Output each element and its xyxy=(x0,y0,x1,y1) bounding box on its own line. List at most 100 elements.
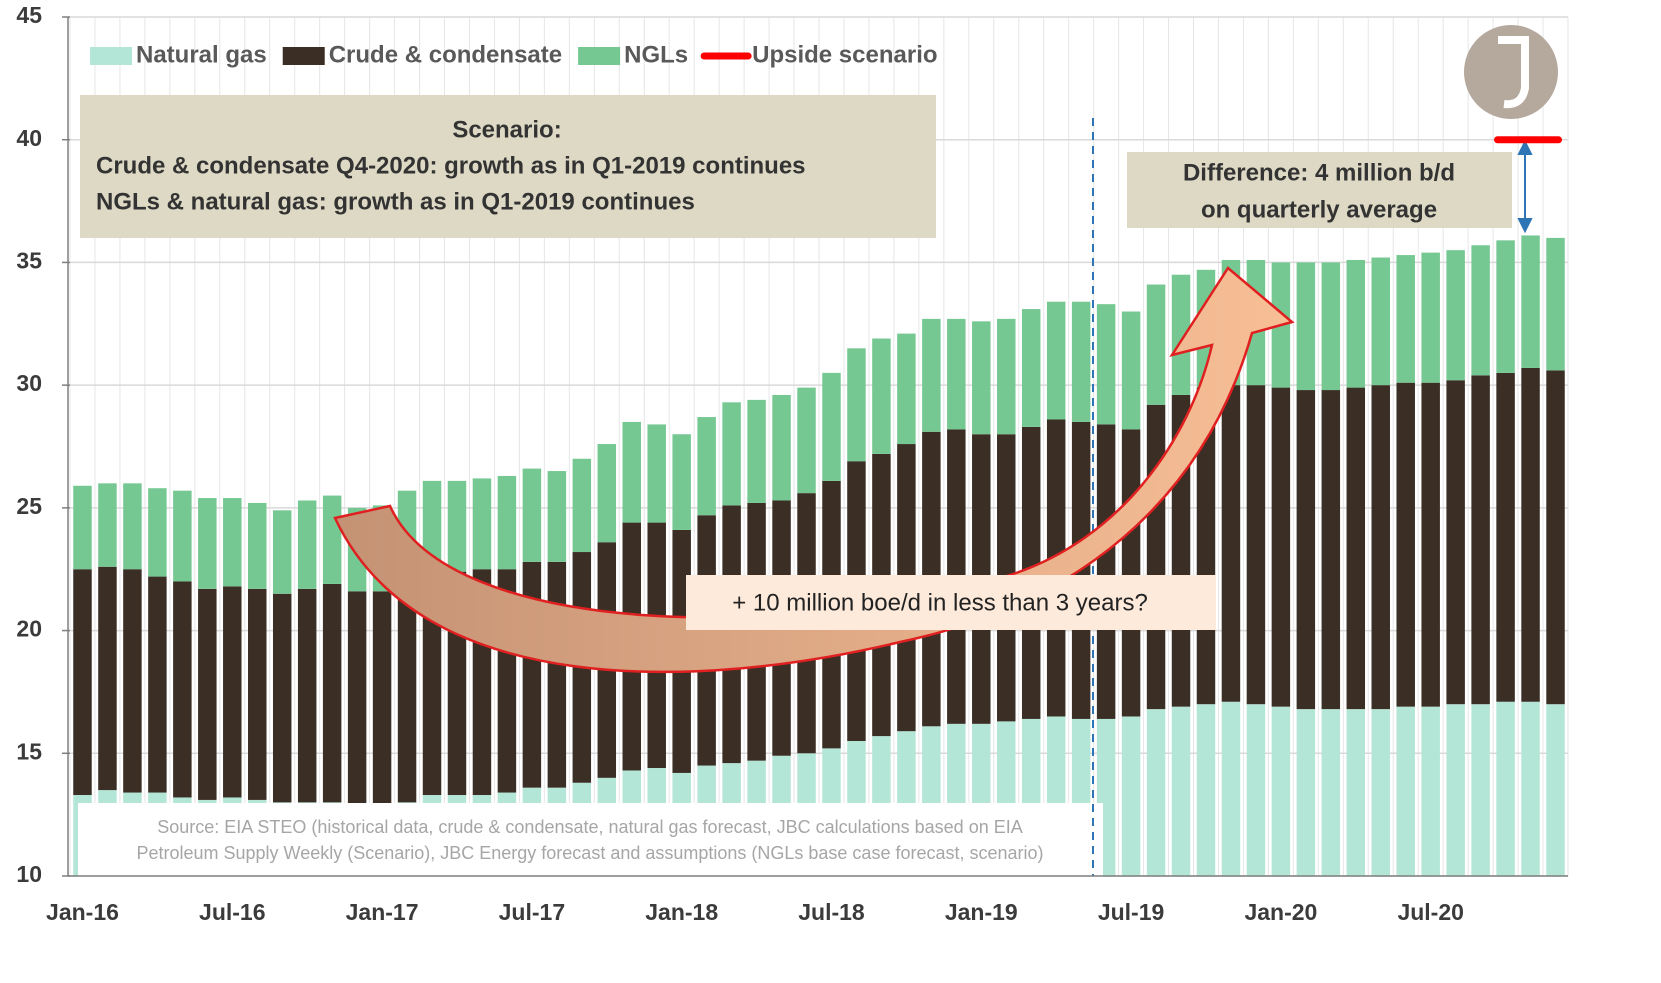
bar-segment xyxy=(1396,706,1415,876)
bar-segment xyxy=(872,338,891,454)
bar-segment xyxy=(248,588,267,800)
bar-segment xyxy=(747,399,766,503)
bar-segment xyxy=(1146,404,1166,710)
bar-segment xyxy=(1496,372,1515,702)
bar-segment xyxy=(1121,716,1141,876)
y-tick-label: 25 xyxy=(16,493,42,519)
bar-segment xyxy=(322,583,342,803)
bar-segment xyxy=(547,471,567,562)
bar-segment xyxy=(1496,701,1515,876)
bar-segment xyxy=(1121,311,1141,430)
bar-segment xyxy=(1246,385,1266,705)
bar-segment xyxy=(1446,380,1465,705)
bar-segment xyxy=(1371,257,1390,386)
bar-segment xyxy=(297,588,317,803)
y-tick-label: 30 xyxy=(16,370,42,396)
bar-segment xyxy=(1396,382,1415,707)
bar-segment xyxy=(522,468,542,562)
bar-segment xyxy=(1521,701,1540,876)
legend-label: Crude & condensate xyxy=(329,41,562,68)
y-tick-label: 40 xyxy=(16,125,42,151)
bar-segment xyxy=(1421,706,1440,876)
difference-box xyxy=(1127,152,1512,228)
bar-segment xyxy=(1221,701,1241,876)
scenario-box xyxy=(80,95,936,238)
scenario-line: NGLs & natural gas: growth as in Q1-2019… xyxy=(96,188,695,215)
source-line: Petroleum Supply Weekly (Scenario), JBC … xyxy=(136,843,1043,863)
bar-segment xyxy=(98,566,117,791)
bar-segment xyxy=(1346,259,1366,388)
y-tick-label: 35 xyxy=(16,248,42,274)
bar-segment xyxy=(1321,709,1341,876)
bar-segment xyxy=(1446,704,1465,876)
x-tick-label: Jan-19 xyxy=(945,899,1018,925)
bar-segment xyxy=(597,444,617,543)
bar-segment xyxy=(1546,237,1565,371)
bar-segment xyxy=(672,434,691,530)
bar-segment xyxy=(372,591,392,805)
y-tick-label: 15 xyxy=(16,738,42,764)
bar-segment xyxy=(347,591,367,805)
bar-segment xyxy=(322,495,342,584)
bar-segment xyxy=(1146,709,1166,876)
x-tick-label: Jul-17 xyxy=(499,899,565,925)
difference-line: on quarterly average xyxy=(1201,196,1437,223)
bar-segment xyxy=(148,488,167,577)
bar-segment xyxy=(1471,375,1490,705)
bar-segment xyxy=(1146,284,1166,405)
legend-swatch xyxy=(578,47,621,65)
bar-segment xyxy=(173,581,192,798)
bar-segment xyxy=(73,485,92,570)
bar-segment xyxy=(1096,424,1116,719)
bar-segment xyxy=(1321,262,1341,391)
bar-segment xyxy=(997,318,1016,435)
bar-segment xyxy=(922,318,941,432)
bar-segment xyxy=(223,498,242,587)
bar-segment xyxy=(198,588,217,800)
x-tick-label: Jul-16 xyxy=(199,899,265,925)
bar-segment xyxy=(1521,235,1540,368)
bar-segment xyxy=(722,402,741,506)
scenario-title: Scenario: xyxy=(452,116,561,143)
bar-segment xyxy=(1196,704,1216,876)
bar-segment xyxy=(148,576,167,793)
bar-segment xyxy=(947,318,966,430)
growth-label: + 10 million boe/d in less than 3 years? xyxy=(732,589,1148,616)
bar-segment xyxy=(1221,385,1241,702)
bar-segment xyxy=(622,421,641,523)
y-tick-label: 10 xyxy=(16,861,42,887)
bar-segment xyxy=(272,593,292,803)
bar-segment xyxy=(1371,385,1390,710)
bar-segment xyxy=(297,500,317,589)
bar-segment xyxy=(1521,367,1540,702)
bar-segment xyxy=(1046,301,1066,420)
bar-segment xyxy=(1421,252,1440,383)
bar-segment xyxy=(1346,709,1366,876)
logo xyxy=(1464,25,1558,119)
source-line: Source: EIA STEO (historical data, crude… xyxy=(157,817,1022,837)
bar-segment xyxy=(1121,429,1141,717)
source-box xyxy=(78,803,1103,878)
bar-segment xyxy=(173,490,192,582)
bar-segment xyxy=(1296,390,1316,710)
bar-segment xyxy=(1371,709,1390,876)
bar-segment xyxy=(1271,706,1291,876)
bar-segment xyxy=(572,458,592,553)
legend-swatch xyxy=(282,47,325,65)
bar-segment xyxy=(1496,240,1515,373)
bar-segment xyxy=(1096,304,1116,425)
legend-label: NGLs xyxy=(624,41,688,68)
bar-segment xyxy=(547,561,567,788)
bar-segment xyxy=(1296,262,1316,391)
bar-segment xyxy=(223,586,242,798)
bar-segment xyxy=(1271,387,1291,707)
y-tick-label: 20 xyxy=(16,616,42,642)
bar-segment xyxy=(497,475,517,570)
x-tick-label: Jan-17 xyxy=(346,899,419,925)
bar-segment xyxy=(847,348,866,462)
legend-swatch xyxy=(90,47,132,65)
bar-segment xyxy=(1396,255,1415,383)
legend-label: Natural gas xyxy=(136,41,267,68)
bar-segment xyxy=(1546,704,1565,876)
